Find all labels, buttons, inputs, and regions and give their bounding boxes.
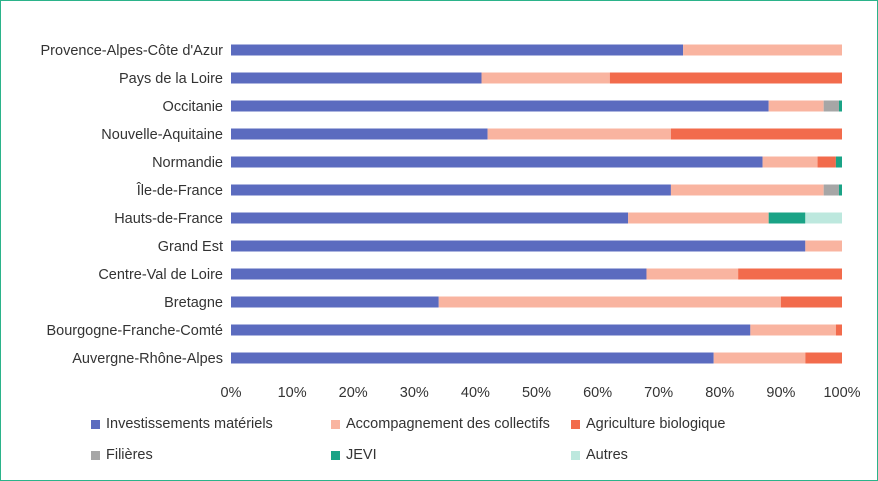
category-label: Normandie: [152, 155, 223, 171]
bar-segment: [805, 212, 842, 224]
category-label: Île-de-France: [136, 182, 223, 199]
bar-segment: [670, 184, 824, 196]
category-label: Pays de la Loire: [119, 71, 223, 87]
legend-label: Autres: [586, 447, 628, 463]
bar-segment: [609, 72, 842, 84]
legend-swatch: [331, 419, 340, 429]
bar-segment: [231, 72, 482, 84]
bar-segment: [231, 296, 439, 308]
bar-segment: [487, 128, 671, 140]
bars-layer: [231, 44, 842, 364]
category-label: Grand Est: [158, 239, 223, 255]
legend-swatch: [571, 419, 580, 429]
legend-item: Autres: [571, 447, 628, 463]
category-labels: Provence-Alpes-Côte d'Azur Pays de la Loi…: [41, 43, 224, 367]
bar-segment: [738, 268, 842, 280]
category-label: Bretagne: [164, 295, 223, 311]
category-label: Occitanie: [163, 99, 223, 115]
bar-segment: [838, 184, 842, 196]
x-tick-label: 20%: [339, 385, 368, 401]
bar-segment: [231, 324, 751, 336]
bar-segment: [835, 156, 842, 168]
bar-segment: [835, 324, 842, 336]
legend-item: JEVI: [331, 447, 377, 463]
legend-swatch: [571, 450, 580, 460]
legend-label: Accompagnement des collectifs: [346, 416, 550, 432]
legend-item: Agriculture biologique: [571, 416, 725, 432]
bar-segment: [231, 184, 671, 196]
bar-segment: [231, 44, 684, 56]
x-tick-label: 80%: [705, 385, 734, 401]
x-tick-label: 70%: [644, 385, 673, 401]
legend-swatch: [91, 419, 100, 429]
legend-item: Investissements matériels: [91, 416, 273, 432]
bar-segment: [823, 100, 839, 112]
bar-segment: [780, 296, 842, 308]
bar-segment: [805, 240, 842, 252]
x-tick-label: 60%: [583, 385, 612, 401]
category-label: Auvergne-Rhône-Alpes: [72, 351, 223, 367]
category-label: Nouvelle-Aquitaine: [101, 127, 223, 143]
bar-segment: [231, 128, 488, 140]
bar-segment: [231, 268, 647, 280]
bar-segment: [438, 296, 781, 308]
category-label: Centre-Val de Loire: [98, 267, 223, 283]
bar-segment: [768, 100, 824, 112]
bar-segment: [231, 240, 806, 252]
legend-swatch: [331, 450, 340, 460]
bar-segment: [231, 212, 629, 224]
legend-swatch: [91, 450, 100, 460]
category-label: Bourgogne-Franche-Comté: [46, 323, 223, 339]
bar-segment: [670, 128, 842, 140]
bar-segment: [231, 100, 769, 112]
legend-label: JEVI: [346, 447, 377, 463]
bar-segment: [762, 156, 818, 168]
legend-label: Agriculture biologique: [586, 416, 726, 432]
bar-segment: [231, 156, 763, 168]
bar-segment: [713, 352, 806, 364]
x-tick-label: 100%: [823, 385, 860, 401]
bar-segment: [646, 268, 739, 280]
bar-segment: [683, 44, 842, 56]
bar-segment: [231, 352, 714, 364]
x-tick-label: 0%: [221, 385, 242, 401]
legend-item: Filières: [91, 447, 153, 463]
bar-segment: [805, 352, 842, 364]
bar-segment: [838, 100, 842, 112]
bar-segment: [628, 212, 769, 224]
category-label: Provence-Alpes-Côte d'Azur: [41, 43, 224, 59]
x-tick-label: 90%: [766, 385, 795, 401]
category-label: Hauts-de-France: [114, 211, 223, 227]
bar-segment: [750, 324, 836, 336]
x-tick-label: 30%: [400, 385, 429, 401]
x-tick-label: 10%: [278, 385, 307, 401]
legend-item: Accompagnement des collectifs: [331, 416, 550, 432]
x-tick-label: 40%: [461, 385, 490, 401]
legend-label: Investissements matériels: [106, 416, 273, 432]
x-tick-labels: 0% 10% 20% 30% 40% 50% 60% 70% 80% 90% 100%: [221, 385, 861, 401]
bar-segment: [768, 212, 806, 224]
bar-segment: [823, 184, 839, 196]
x-tick-label: 50%: [522, 385, 551, 401]
bar-segment: [481, 72, 610, 84]
legend-label: Filières: [106, 447, 153, 463]
bar-segment: [817, 156, 836, 168]
